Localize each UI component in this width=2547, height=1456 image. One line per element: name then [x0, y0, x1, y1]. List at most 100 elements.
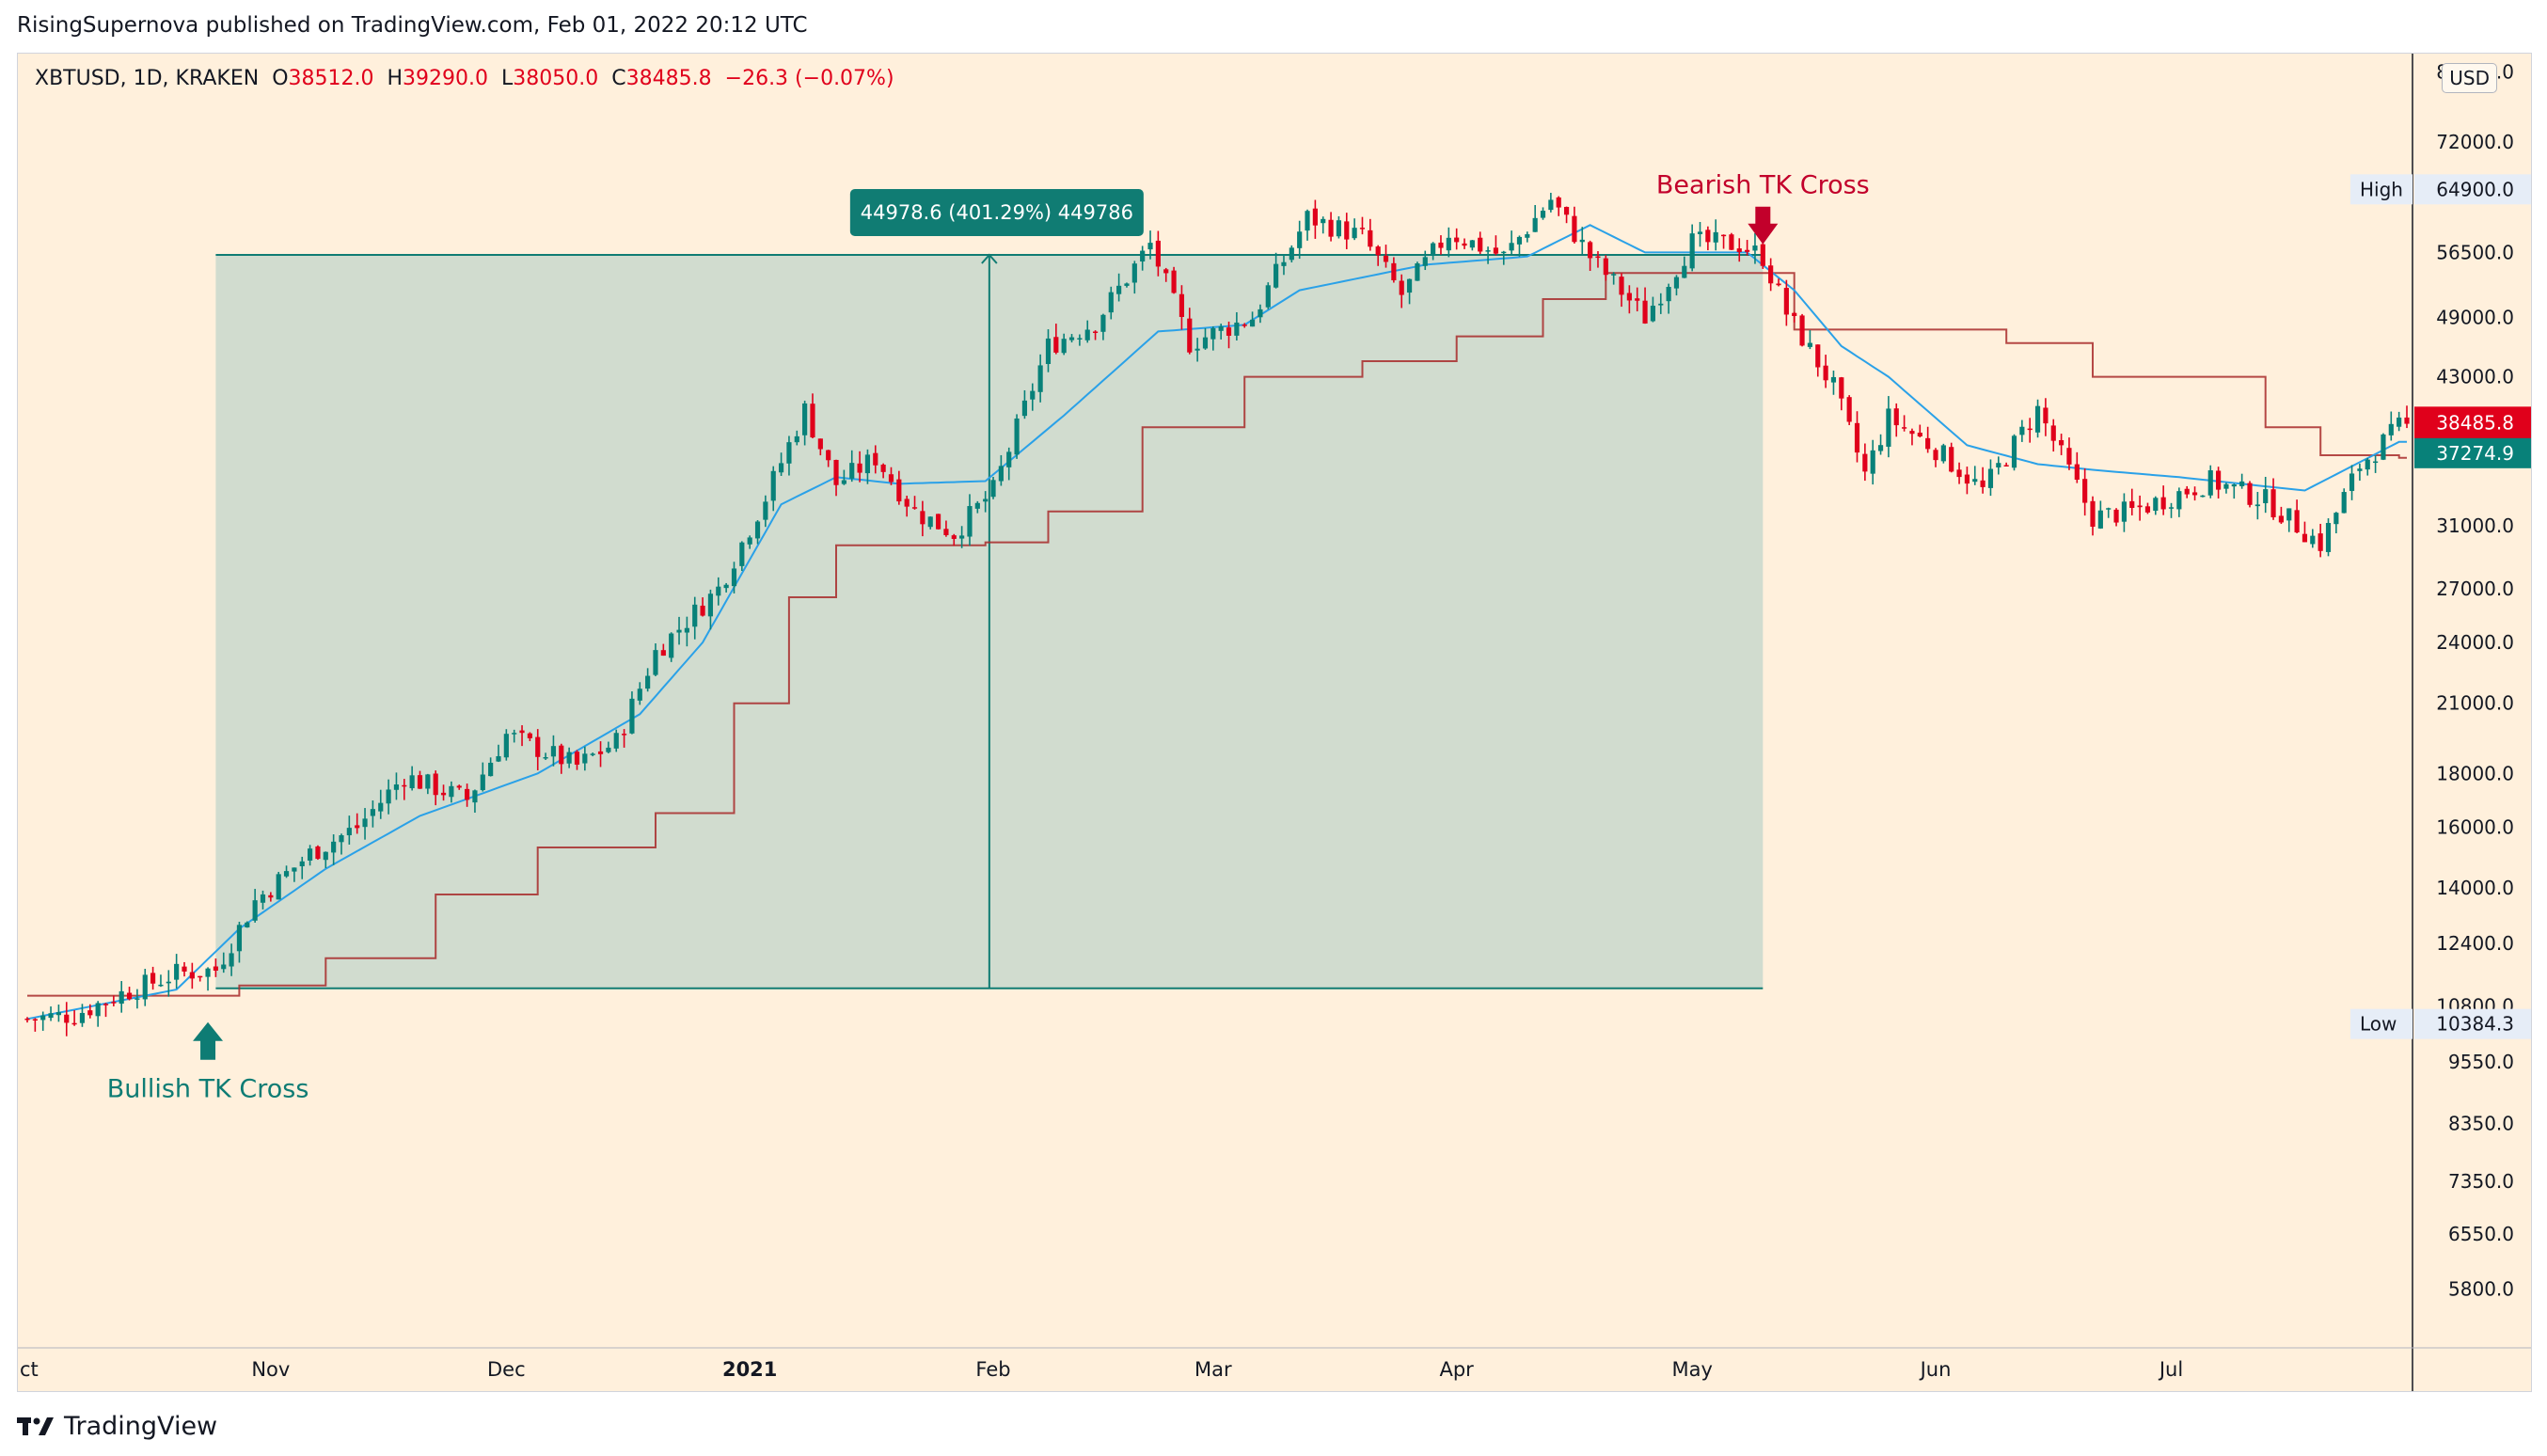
candle-body	[2043, 407, 2049, 424]
candle-body	[1179, 293, 1185, 317]
candle-body	[433, 773, 438, 796]
candle-body	[440, 792, 447, 796]
candle-body	[71, 1022, 77, 1025]
candle-body	[1815, 344, 1821, 368]
candle-body	[700, 605, 705, 616]
candle-body	[1619, 277, 1624, 295]
candle-body	[849, 463, 855, 479]
candle-body	[1877, 445, 1884, 451]
candle-body	[1752, 245, 1758, 251]
price-tick-label: 5800.0	[2448, 1278, 2514, 1301]
currency-selector[interactable]: USD	[2442, 63, 2497, 93]
candle-body	[1061, 339, 1067, 354]
candle-body	[1666, 287, 1671, 302]
candle-body	[1391, 262, 1397, 280]
candle-body	[1949, 447, 1954, 472]
candle-body	[1783, 288, 1789, 315]
candle-body	[2106, 508, 2112, 510]
candle-body	[653, 650, 658, 675]
candle-body	[2254, 504, 2260, 507]
candle-body	[103, 1004, 109, 1005]
publisher-header: RisingSupernova published on TradingView…	[17, 13, 808, 38]
tenkan-line	[26, 224, 2407, 1021]
candle-body	[2176, 491, 2182, 510]
candle-body	[1242, 324, 1247, 326]
tradingview-brand[interactable]: TradingView	[64, 1411, 218, 1441]
candle-body	[1909, 431, 1915, 435]
high-value-badge	[2414, 174, 2531, 205]
measure-arrow-icon	[981, 253, 998, 264]
candle-body	[142, 974, 148, 1000]
close-label: C	[611, 67, 626, 90]
candle-body	[2397, 417, 2402, 427]
candle-body	[2191, 492, 2198, 496]
candle-body	[87, 1010, 93, 1016]
candle-body	[1987, 468, 1994, 488]
candle-body	[920, 511, 925, 525]
candle-body	[1352, 228, 1357, 239]
price-tick-label: 12400.0	[2436, 932, 2514, 955]
candle-body	[150, 973, 156, 984]
open-value: 38512.0	[288, 67, 374, 90]
candle-body	[1100, 314, 1106, 332]
candle-body	[425, 774, 431, 789]
candle-body	[48, 1013, 54, 1019]
candle-body	[597, 751, 604, 754]
candle-body	[1068, 337, 1075, 340]
time-tick-label: Nov	[251, 1358, 290, 1381]
time-tick-label: May	[1671, 1358, 1712, 1381]
candle-body	[119, 990, 124, 1005]
candle-body	[660, 650, 666, 657]
candle-body	[1854, 422, 1860, 453]
candle-body	[1902, 427, 1907, 429]
time-tick-label: Apr	[1439, 1358, 1474, 1381]
candle-body	[2349, 473, 2355, 491]
candle-body	[826, 450, 831, 461]
symbol-name[interactable]: XBTUSD, 1D, KRAKEN	[35, 67, 260, 90]
candle-body	[2247, 483, 2253, 505]
candle-body	[2129, 500, 2135, 508]
candle-body	[2263, 489, 2269, 503]
candle-body	[927, 516, 933, 528]
candle-body	[252, 900, 258, 921]
candle-body	[880, 464, 886, 472]
candle-body	[1595, 256, 1601, 259]
candle-body	[1218, 326, 1224, 331]
candle-body	[480, 774, 485, 791]
candle-body	[2223, 483, 2229, 489]
price-axis-bg	[2413, 54, 2531, 1391]
candle-body	[723, 584, 729, 589]
price-chart[interactable]: 44978.6 (401.29%) 449786 Bearish TK Cross…	[18, 54, 2532, 1392]
candle-body	[245, 922, 250, 928]
candle-body	[40, 1015, 46, 1021]
candle-body	[402, 784, 407, 787]
candle-body	[1996, 463, 2001, 467]
chart-panel[interactable]: 44978.6 (401.29%) 449786 Bearish TK Cross…	[17, 53, 2532, 1392]
price-tick-label: 72000.0	[2436, 131, 2514, 153]
candle-body	[676, 629, 682, 633]
candle-body	[606, 747, 611, 752]
candle-body	[967, 506, 973, 537]
candle-body	[2184, 488, 2190, 495]
candle-body	[1321, 218, 1326, 224]
candle-body	[1886, 408, 1891, 447]
candle-body	[959, 535, 965, 539]
candle-body	[974, 502, 980, 509]
candle-body	[2302, 533, 2308, 543]
candle-body	[276, 874, 281, 900]
candle-body	[174, 963, 180, 980]
open-label: O	[272, 67, 289, 90]
footer: TradingView	[17, 1407, 217, 1445]
low-label: Low	[2360, 1013, 2397, 1036]
candle-body	[1964, 474, 1970, 484]
candle-body	[1258, 309, 1263, 318]
candle-body	[2294, 510, 2300, 533]
candle-body	[24, 1018, 30, 1021]
candle-body	[189, 972, 195, 979]
candle-body	[2050, 425, 2056, 441]
candle-body	[2373, 461, 2379, 464]
candle-body	[1933, 450, 1938, 461]
candle-body	[1689, 233, 1695, 269]
candle-body	[1226, 327, 1232, 336]
price-tick-label: 6550.0	[2448, 1223, 2514, 1245]
